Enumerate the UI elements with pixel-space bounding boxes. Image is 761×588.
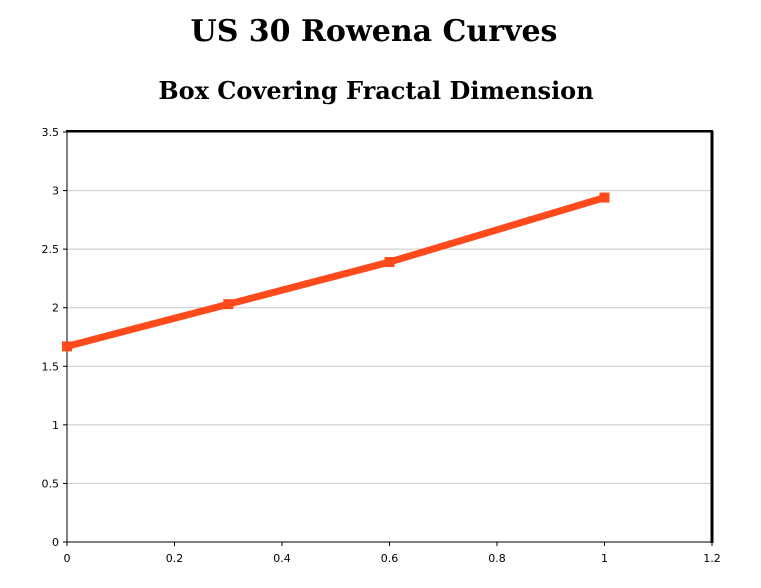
x-tick-label: 1.2 — [703, 552, 721, 565]
x-tick-label: 0.4 — [273, 552, 291, 565]
y-tick-label: 2.5 — [42, 243, 60, 256]
data-point-marker — [62, 341, 72, 352]
y-tick-label: 0.5 — [42, 477, 60, 490]
x-tick-label: 0.2 — [166, 552, 184, 565]
x-tick-label: 0.8 — [488, 552, 506, 565]
y-tick-label: 2 — [52, 302, 59, 315]
data-point-marker — [223, 299, 234, 310]
data-point-marker — [384, 257, 395, 268]
data-point-marker — [599, 192, 610, 203]
chart-title: US 30 Rowena Curves — [190, 14, 558, 49]
y-tick-label: 0 — [52, 536, 59, 549]
x-tick-label: 0 — [64, 552, 71, 565]
chart-subtitle: Box Covering Fractal Dimension — [158, 76, 594, 105]
y-tick-label: 3 — [52, 185, 59, 198]
y-tick-label: 1 — [52, 419, 59, 432]
y-tick-label: 1.5 — [42, 360, 60, 373]
y-tick-label: 3.5 — [42, 126, 60, 139]
x-tick-label: 0.6 — [381, 552, 399, 565]
series-line — [66, 194, 606, 350]
x-tick-label: 1 — [601, 552, 608, 565]
plot-area-frame — [66, 131, 713, 543]
